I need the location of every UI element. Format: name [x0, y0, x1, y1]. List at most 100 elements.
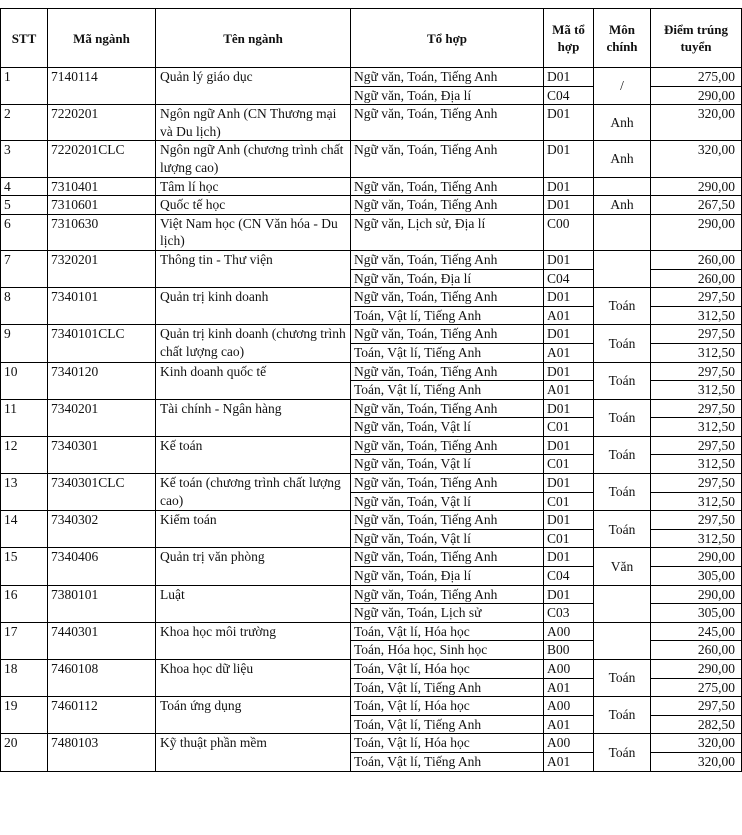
code-cell: 7460112	[47, 696, 156, 735]
combo-code-cell: D01	[543, 249, 594, 270]
main-subject-cell: Toán	[593, 398, 651, 437]
name-cell: Kế toán	[155, 435, 351, 475]
score-cell: 260,00	[650, 640, 742, 660]
combo-code-cell: D01	[543, 287, 594, 307]
table-row: 6 7310630 Việt Nam học (CN Văn hóa - Du lị…	[0, 213, 742, 251]
name-cell: Khoa học dữ liệu	[155, 658, 351, 698]
main-subject-cell: Anh	[593, 140, 651, 178]
combo-code-cell: A01	[543, 751, 594, 772]
subjects-cell: Ngữ văn, Toán, Tiếng Anh	[350, 324, 544, 344]
main-subject-cell: Toán	[593, 324, 651, 363]
table-row: Toán, Hóa học, Sinh học B00 260,00	[1, 640, 742, 660]
subjects-cell: Ngữ văn, Toán, Tiếng Anh	[350, 287, 544, 307]
combo-code-cell: A00	[543, 621, 594, 642]
stt-cell: 10	[0, 361, 48, 400]
main-subject-cell	[593, 584, 651, 623]
subjects-cell: Ngữ văn, Toán, Tiếng Anh	[350, 140, 544, 178]
table-row: 15 7340406 Quản trị văn phòng Ngữ văn, Toán…	[0, 547, 742, 586]
table-row: Ngữ văn, Toán, Địa lí C04 260,00	[1, 268, 742, 289]
stt-cell: 1	[0, 66, 48, 106]
combo-code-cell: A01	[543, 380, 594, 400]
subjects-cell: Ngữ văn, Toán, Tiếng Anh	[350, 398, 544, 419]
subjects-cell: Toán, Vật lí, Tiếng Anh	[350, 714, 544, 735]
score-cell: 312,50	[650, 342, 742, 363]
combo-code-cell: C00	[543, 213, 594, 251]
main-subject-cell: Toán	[593, 473, 651, 512]
score-cell: 312,50	[650, 491, 742, 512]
table-body: 1 7140114 Quản lý giáo dục Ngữ văn, Toán, T…	[0, 66, 742, 772]
subjects-cell: Ngữ văn, Toán, Vật lí	[350, 454, 544, 475]
subjects-cell: Toán, Vật lí, Tiếng Anh	[350, 380, 544, 400]
subjects-cell: Ngữ văn, Toán, Địa lí	[350, 268, 544, 289]
combo-code-cell: D01	[543, 435, 594, 456]
score-cell: 290,00	[650, 85, 742, 106]
combo-code-cell: B00	[543, 640, 594, 660]
score-cell: 297,50	[650, 324, 742, 344]
combo-code-cell: A01	[543, 714, 594, 735]
name-cell: Quốc tế học	[155, 195, 351, 215]
code-cell: 7340101	[47, 287, 156, 326]
score-cell: 297,50	[650, 435, 742, 456]
main-subject-cell: Văn	[593, 547, 651, 586]
name-cell: Kỹ thuật phần mềm	[155, 733, 351, 772]
subjects-cell: Toán, Vật lí, Hóa học	[350, 659, 544, 679]
subjects-cell: Toán, Vật lí, Tiếng Anh	[350, 305, 544, 326]
stt-cell: 8	[0, 287, 48, 326]
name-cell: Ngôn ngữ Anh (chương trình chất lượng ca…	[155, 140, 351, 178]
table-row: 16 7380101 Luật Ngữ văn, Toán, Tiếng Anh D01…	[0, 584, 742, 623]
subjects-cell: Toán, Vật lí, Tiếng Anh	[350, 342, 544, 363]
combo-code-cell: D01	[543, 176, 594, 197]
stt-cell: 14	[0, 510, 48, 549]
subjects-cell: Toán, Hóa học, Sinh học	[350, 640, 544, 660]
subjects-cell: Toán, Vật lí, Tiếng Anh	[350, 751, 544, 772]
subjects-cell: Ngữ văn, Toán, Vật lí	[350, 417, 544, 437]
main-subject-cell: Toán	[593, 287, 651, 326]
subjects-cell: Ngữ văn, Toán, Tiếng Anh	[350, 361, 544, 382]
table-row: 10 7340120 Kinh doanh quốc tế Ngữ văn, Toán…	[0, 361, 742, 400]
code-cell: 7340201	[47, 398, 156, 437]
combo-code-cell: D01	[543, 104, 594, 142]
name-cell: Quản trị kinh doanh	[155, 287, 351, 326]
combo-code-cell: C01	[543, 454, 594, 475]
score-cell: 275,00	[650, 677, 742, 698]
name-cell: Thông tin - Thư viện	[155, 249, 351, 289]
code-cell: 7310401	[47, 176, 156, 197]
combo-code-cell: D01	[543, 67, 594, 87]
table-row: Ngữ văn, Toán, Vật lí C01 312,50	[1, 491, 742, 512]
table-row: Toán, Vật lí, Tiếng Anh A01 312,50	[1, 380, 742, 400]
page-body: STT Mã ngành Tên ngành Tổ hợp Mã tổ hợp Môn c…	[0, 8, 742, 835]
header-cell: Điểm trúng tuyển	[650, 8, 742, 68]
combo-code-cell: C01	[543, 417, 594, 437]
header-cell: Tên ngành	[155, 8, 351, 68]
combo-code-cell: A00	[543, 696, 594, 716]
main-subject-cell	[593, 249, 651, 289]
header-row: STT Mã ngành Tên ngành Tổ hợp Mã tổ hợp Môn c…	[0, 8, 742, 68]
table-row: Ngữ văn, Toán, Vật lí C01 312,50	[1, 454, 742, 475]
subjects-cell: Toán, Vật lí, Hóa học	[350, 621, 544, 642]
stt-cell: 4	[0, 176, 48, 197]
table-row: 4 7310401 Tâm lí học Ngữ văn, Toán, Tiếng A…	[0, 176, 742, 197]
table-row: 13 7340301CLC Kế toán (chương trình chất l…	[0, 473, 742, 512]
subjects-cell: Ngữ văn, Toán, Tiếng Anh	[350, 195, 544, 215]
table-row: Toán, Vật lí, Tiếng Anh A01 320,00	[1, 751, 742, 772]
code-cell: 7340406	[47, 547, 156, 586]
main-subject-cell	[593, 176, 651, 197]
combo-code-cell: C04	[543, 566, 594, 586]
stt-cell: 19	[0, 696, 48, 735]
score-cell: 267,50	[650, 195, 742, 215]
subjects-cell: Ngữ văn, Lịch sử, Địa lí	[350, 213, 544, 251]
score-cell: 312,50	[650, 528, 742, 549]
table-row: 17 7440301 Khoa học môi trường Toán, Vật lí…	[0, 621, 742, 661]
combo-code-cell: C01	[543, 528, 594, 549]
score-cell: 260,00	[650, 268, 742, 289]
score-cell: 290,00	[650, 584, 742, 605]
score-cell: 290,00	[650, 547, 742, 568]
combo-code-cell: D01	[543, 510, 594, 530]
combo-code-cell: D01	[543, 195, 594, 215]
main-subject-cell: Anh	[593, 104, 651, 142]
code-cell: 7310601	[47, 195, 156, 215]
table-row: 2 7220201 Ngôn ngữ Anh (CN Thương mại và D…	[0, 104, 742, 142]
table-row: 12 7340301 Kế toán Ngữ văn, Toán, Tiếng Anh…	[0, 435, 742, 475]
stt-cell: 13	[0, 473, 48, 512]
